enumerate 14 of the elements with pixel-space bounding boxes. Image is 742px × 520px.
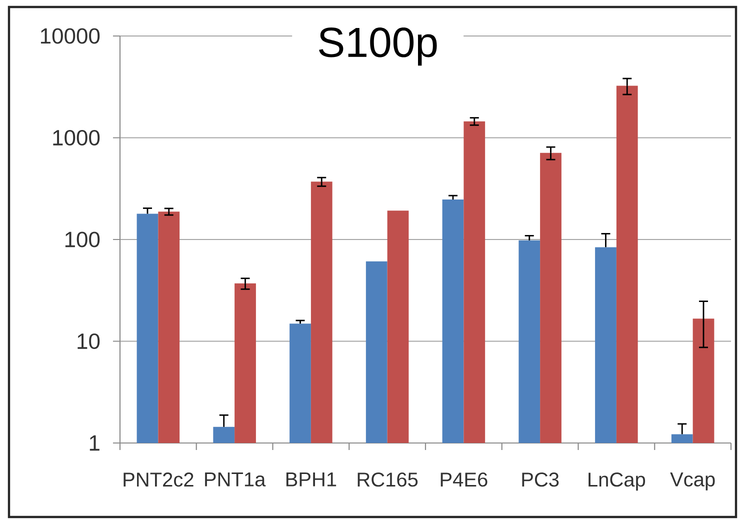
x-tick-label: BPH1 [286,472,336,486]
x-tick-label: P4E6 [440,472,488,487]
x-tick-label: RC165 [358,472,418,487]
y-tick-label: 10 [78,333,100,350]
x-tick-label: PNT2c2 [124,472,194,487]
chart-title: S100p [319,28,437,66]
y-tick-label: 1000 [53,130,100,146]
x-tick-label: Vcap [670,472,715,490]
y-tick-label: 10000 [40,28,100,44]
x-tick-label: PC3 [522,472,559,487]
x-tick-label: LnCap [588,472,646,491]
x-tick-label: PNT1a [205,472,266,486]
y-tick-label: 100 [65,232,100,248]
y-tick-label: 1 [90,435,100,451]
